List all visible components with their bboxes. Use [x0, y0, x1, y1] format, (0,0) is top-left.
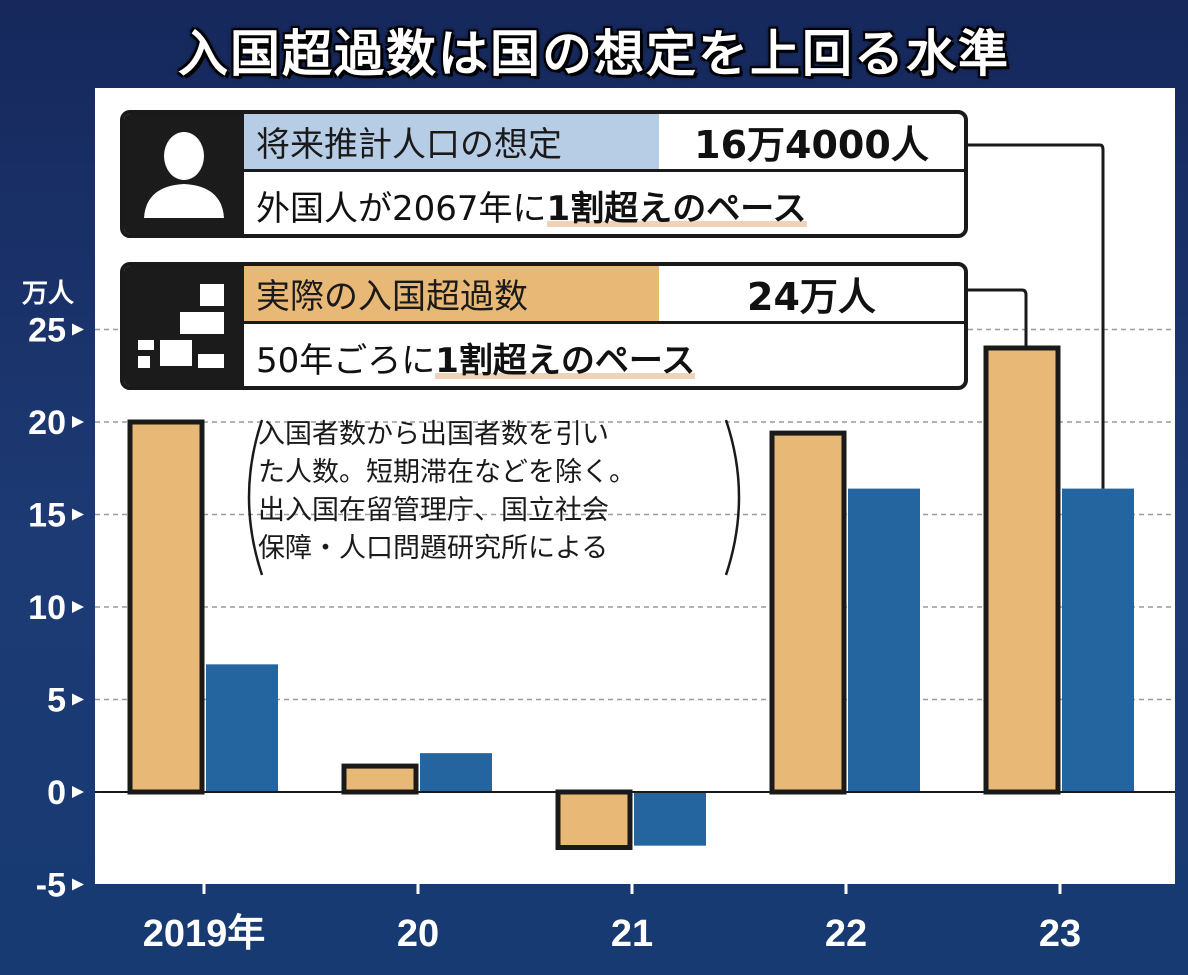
bar-projection: [206, 664, 278, 792]
person-icon: [124, 114, 244, 234]
info-box-projection: 将来推計人口の想定 16万4000人 外国人が2067年に1割超えのペース: [120, 110, 968, 238]
bar-actual: [555, 789, 633, 850]
actual-label: 実際の入国超過数: [244, 266, 659, 321]
y-tick-label: 10: [28, 589, 66, 627]
actual-text-highlight: 1割超えのペース: [435, 340, 696, 381]
y-tick-label: -5: [36, 867, 66, 905]
y-tick-label: 5: [47, 682, 66, 720]
y-tick-arrow: [72, 416, 84, 428]
projection-value: 16万4000人: [694, 123, 929, 167]
note-line: 出入国在留管理庁、国立社会: [258, 495, 609, 526]
y-tick-arrow: [72, 693, 84, 706]
bar-actual: [983, 345, 1061, 795]
projection-text-highlight: 1割超えのペース: [546, 188, 807, 229]
projection-text: 外国人が2067年に1割超えのペース: [244, 181, 807, 230]
stairs-icon: [124, 266, 244, 386]
y-tick-label: 15: [28, 497, 66, 535]
source-note: 入国者数から出国者数を引い た人数。短期滞在などを除く。 出入国在留管理庁、国立…: [258, 416, 728, 568]
x-tick-label: 23: [1039, 913, 1081, 955]
x-tick-label: 20: [397, 913, 439, 955]
y-tick-arrow: [72, 323, 84, 336]
bar-projection: [1062, 488, 1134, 792]
actual-value: 24万人: [747, 275, 876, 319]
projection-label: 将来推計人口の想定: [244, 114, 659, 169]
y-axis-unit: 万人: [22, 279, 74, 309]
note-line: 保障・人口問題研究所による: [258, 533, 609, 564]
chart-title: 入国超過数は国の想定を上回る水準: [178, 25, 1010, 83]
y-tick-arrow: [72, 601, 84, 613]
bar-projection: [848, 488, 920, 792]
note-line: 入国者数から出国者数を引い: [258, 419, 609, 450]
bar-actual: [769, 430, 847, 795]
y-tick-label: 0: [47, 774, 66, 812]
note-line: た人数。短期滞在などを除く。: [258, 457, 636, 488]
projection-text-prefix: 外国人が2067年に: [256, 188, 547, 229]
bar-projection: [634, 792, 706, 846]
y-tick-arrow: [72, 786, 84, 798]
y-tick-arrow: [72, 878, 84, 891]
note-bracket-right: [724, 419, 741, 576]
actual-text-prefix: 50年ごろに: [256, 340, 436, 381]
note-bracket-left: [247, 419, 264, 576]
y-tick-label: 20: [28, 404, 66, 442]
x-tick-label: 2019年: [143, 913, 266, 955]
connector-projection: [968, 143, 1105, 489]
actual-text: 50年ごろに1割超えのペース: [244, 333, 696, 382]
info-box-actual: 実際の入国超過数 24万人 50年ごろに1割超えのペース: [120, 262, 968, 390]
y-tick-label: 25: [28, 312, 66, 350]
x-tick-label: 22: [825, 913, 867, 955]
connector-actual: [968, 288, 1028, 348]
bar-actual: [341, 763, 419, 795]
x-tick-label: 21: [611, 913, 653, 955]
y-tick-arrow: [72, 508, 84, 521]
bar-actual: [127, 419, 205, 795]
bar-projection: [420, 753, 492, 792]
